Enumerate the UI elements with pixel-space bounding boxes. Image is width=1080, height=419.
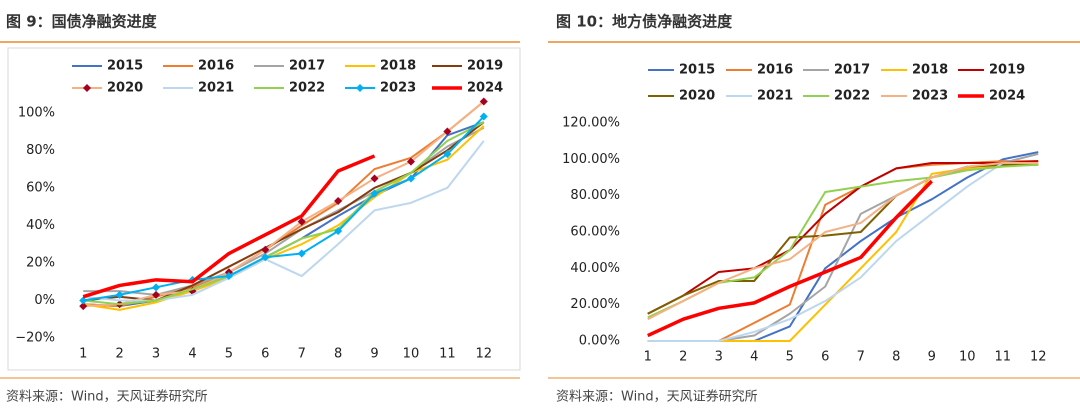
series-line [83, 121, 485, 306]
x-tick-label: 7 [857, 350, 865, 365]
x-tick-label: 12 [476, 347, 493, 362]
point-marker [79, 296, 88, 305]
point-marker [224, 272, 233, 281]
point-marker [297, 217, 306, 226]
x-tick-label: 10 [959, 350, 976, 365]
point-marker [115, 290, 124, 299]
legend-label: 2018 [912, 63, 948, 78]
legend-label: 2016 [198, 59, 234, 74]
legend-label: 2015 [679, 63, 715, 78]
x-tick-label: 10 [403, 347, 420, 362]
series-line [647, 161, 1039, 321]
y-tick-label: 0.00% [579, 334, 620, 349]
y-tick-label: 20.00% [570, 297, 620, 312]
point-marker [261, 253, 270, 262]
x-tick-label: 11 [994, 350, 1011, 365]
x-tick-label: 4 [188, 347, 196, 362]
source: 资料来源：Wind，天风证券研究所 [556, 389, 758, 405]
y-tick-label: 60% [26, 180, 55, 195]
legend-label: 2022 [834, 89, 870, 104]
x-tick-label: 3 [152, 347, 160, 362]
point-marker [406, 174, 415, 183]
point-marker [479, 112, 488, 121]
series-line [647, 163, 1039, 315]
y-tick-label: 120.00% [562, 116, 620, 131]
x-tick-label: 4 [750, 350, 758, 365]
x-tick-label: 2 [115, 347, 123, 362]
point-marker [479, 97, 488, 106]
series-line [82, 154, 376, 299]
series-line [647, 160, 1039, 315]
point-marker [334, 196, 343, 205]
chart-frame [7, 47, 521, 371]
legend-label: 2023 [912, 89, 948, 104]
legend-marker [356, 84, 364, 92]
legend-label: 2024 [467, 81, 503, 96]
y-tick-label: 0% [34, 293, 55, 308]
x-tick-label: 2 [679, 350, 687, 365]
point-marker [261, 245, 270, 254]
legend-label: 2021 [757, 89, 793, 104]
point-marker [79, 302, 88, 311]
legend-label: 2019 [989, 63, 1025, 78]
x-tick-label: 9 [370, 347, 378, 362]
series-line [83, 100, 485, 308]
x-tick-label: 3 [715, 350, 723, 365]
point-marker [370, 174, 379, 183]
y-tick-label: 40.00% [570, 261, 620, 276]
x-tick-label: 6 [821, 350, 829, 365]
y-tick-label: 80% [26, 143, 55, 158]
source: 资料来源：Wind，天风证券研究所 [6, 389, 208, 405]
legend-label: 2017 [834, 63, 870, 78]
x-tick-label: 9 [928, 350, 936, 365]
point-marker [334, 227, 343, 236]
point-marker [297, 249, 306, 258]
legend-label: 2017 [289, 59, 325, 74]
legend-marker [83, 84, 91, 92]
point-marker [406, 157, 415, 166]
series-line [647, 179, 934, 338]
point-marker [370, 189, 379, 198]
x-tick-label: 11 [439, 347, 456, 362]
series-line [647, 163, 1039, 319]
series-line [83, 100, 485, 308]
point-marker [152, 290, 161, 299]
legend-label: 2020 [107, 81, 143, 96]
legend-label: 2022 [289, 81, 325, 96]
legend-label: 2024 [989, 89, 1025, 104]
y-tick-label: 40% [26, 218, 55, 233]
legend-label: 2021 [198, 81, 234, 96]
x-tick-label: 8 [334, 347, 342, 362]
y-tick-label: 80.00% [570, 188, 620, 203]
y-tick-label: 20% [26, 255, 55, 270]
x-tick-label: 6 [261, 347, 269, 362]
x-tick-label: 8 [892, 350, 900, 365]
x-tick-label: 5 [786, 350, 794, 365]
point-marker [443, 150, 452, 159]
series-line [83, 126, 485, 296]
chart-title: 图 10：地方债净融资进度 [556, 13, 733, 31]
series-line [83, 125, 485, 311]
legend-label: 2015 [107, 59, 143, 74]
y-tick-label: 60.00% [570, 225, 620, 240]
series-line [83, 115, 485, 302]
x-tick-label: 1 [644, 350, 652, 365]
legend-label: 2016 [757, 63, 793, 78]
series-line [647, 161, 1039, 342]
x-tick-label: 1 [79, 347, 87, 362]
legend-label: 2020 [679, 89, 715, 104]
x-tick-label: 12 [1030, 350, 1047, 365]
legend-label: 2018 [380, 59, 416, 74]
point-marker [152, 283, 161, 292]
x-tick-label: 5 [225, 347, 233, 362]
y-tick-label: 100.00% [562, 152, 620, 167]
legend-label: 2023 [380, 81, 416, 96]
legend-label: 2019 [467, 59, 503, 74]
x-tick-label: 7 [298, 347, 306, 362]
y-tick-label: 100% [18, 105, 55, 120]
point-marker [443, 127, 452, 136]
y-tick-label: −20% [15, 331, 55, 346]
chart-title: 图 9：国债净融资进度 [6, 13, 158, 31]
